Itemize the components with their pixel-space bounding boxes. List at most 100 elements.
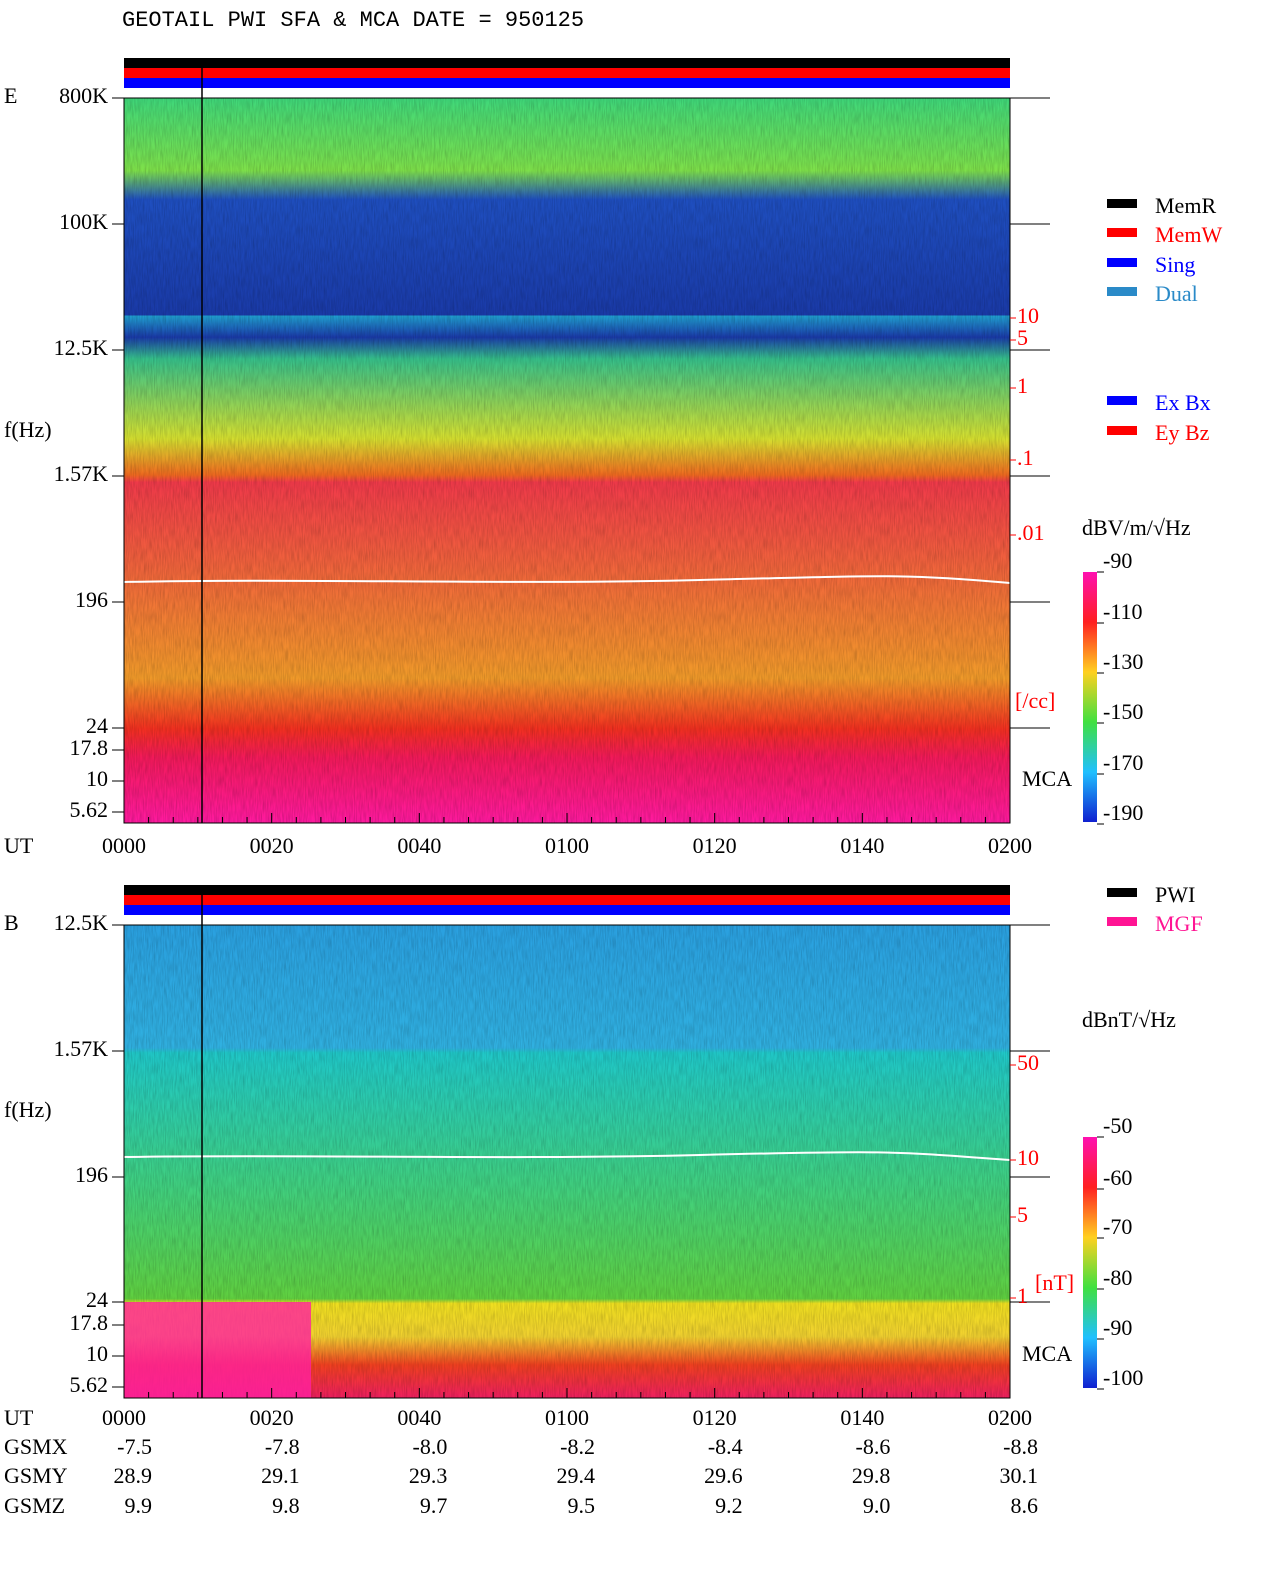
colorbar-tick-label: -130: [1103, 649, 1143, 674]
density-tick-label: .1: [1017, 445, 1034, 470]
orbit-value: -7.8: [265, 1434, 300, 1459]
legend-swatch: [1107, 396, 1137, 405]
colorbar: [1083, 1137, 1097, 1388]
orbit-value: 8.6: [1011, 1493, 1039, 1518]
orbit-value: 29.4: [557, 1463, 596, 1488]
colorbar-tick-label: -60: [1103, 1165, 1132, 1190]
colorbar-tick-label: -150: [1103, 699, 1143, 724]
y-tick-label: 24: [86, 713, 108, 738]
mca-label: MCA: [1022, 1341, 1072, 1366]
colorbar-unit: dBV/m/√Hz: [1082, 515, 1191, 540]
x-tick-label: 0200: [988, 833, 1032, 858]
orbit-value: 9.8: [272, 1493, 300, 1518]
legend-label: MGF: [1155, 911, 1203, 936]
x-tick-label: 0100: [545, 1405, 589, 1430]
colorbar-tick-label: -190: [1103, 800, 1143, 825]
x-tick-label: 0020: [250, 1405, 294, 1430]
y-axis-label: f(Hz): [4, 1097, 52, 1122]
orbit-label: GSMX: [4, 1434, 68, 1459]
orbit-value: 29.6: [704, 1463, 743, 1488]
legend-swatch: [1107, 917, 1137, 926]
mca-band: [124, 1302, 311, 1398]
page-title: GEOTAIL PWI SFA & MCA DATE = 950125: [122, 8, 584, 33]
colorbar-tick-label: -80: [1103, 1265, 1132, 1290]
x-axis-label: UT: [4, 1405, 34, 1430]
orbit-value: 9.9: [125, 1493, 153, 1518]
orbit-value: -7.5: [117, 1434, 152, 1459]
colorbar-tick-label: -50: [1103, 1113, 1132, 1138]
colorbar-tick-label: -100: [1103, 1365, 1143, 1390]
status-bar: [124, 78, 1010, 88]
colorbar-tick-label: -90: [1103, 1315, 1132, 1340]
density-tick-label: 10: [1017, 303, 1039, 328]
status-bar: [124, 905, 1010, 915]
y-tick-label: 17.8: [70, 735, 109, 760]
density-tick-label: 10: [1017, 1145, 1039, 1170]
legend-label: Dual: [1155, 281, 1198, 306]
orbit-value: -8.0: [413, 1434, 448, 1459]
colorbar-tick-label: -110: [1103, 599, 1143, 624]
y-tick-label: 10: [86, 1341, 108, 1366]
x-tick-label: 0140: [840, 1405, 884, 1430]
mca-label: MCA: [1022, 766, 1072, 791]
orbit-value: 9.0: [863, 1493, 891, 1518]
legend-label: Ex Bx: [1155, 390, 1211, 415]
status-bar: [124, 58, 1010, 68]
y-tick-label: 5.62: [70, 1372, 109, 1397]
y-tick-label: 17.8: [70, 1310, 109, 1335]
orbit-value: 30.1: [1000, 1463, 1039, 1488]
orbit-value: 9.7: [420, 1493, 448, 1518]
y-tick-label: 1.57K: [54, 1036, 109, 1061]
x-tick-label: 0000: [102, 1405, 146, 1430]
status-bar: [124, 885, 1010, 895]
orbit-value: -8.8: [1003, 1434, 1038, 1459]
y-tick-label: 12.5K: [54, 910, 109, 935]
density-tick-label: .01: [1017, 520, 1045, 545]
x-tick-label: 0100: [545, 833, 589, 858]
orbit-label: GSMY: [4, 1463, 68, 1488]
legend-swatch: [1107, 426, 1137, 435]
y-tick-label: 800K: [59, 83, 108, 108]
colorbar: [1083, 572, 1097, 822]
orbit-value: 28.9: [114, 1463, 153, 1488]
legend-label: MemR: [1155, 193, 1216, 218]
y-tick-label: 12.5K: [54, 335, 109, 360]
legend-swatch: [1107, 287, 1137, 296]
density-unit: [nT]: [1035, 1270, 1074, 1295]
orbit-value: 29.1: [261, 1463, 300, 1488]
density-tick-label: 5: [1017, 325, 1028, 350]
y-axis-label: f(Hz): [4, 417, 52, 442]
density-tick-label: 5: [1017, 1202, 1028, 1227]
x-tick-label: 0040: [397, 833, 441, 858]
colorbar-tick-label: -70: [1103, 1214, 1132, 1239]
orbit-value: 9.5: [568, 1493, 596, 1518]
x-tick-label: 0000: [102, 833, 146, 858]
orbit-value: 29.8: [852, 1463, 891, 1488]
y-tick-label: 196: [75, 587, 108, 612]
panel-label: E: [4, 83, 17, 108]
density-tick-label: 1: [1017, 373, 1028, 398]
x-tick-label: 0120: [693, 1405, 737, 1430]
orbit-value: -8.6: [856, 1434, 891, 1459]
density-tick-label: 1: [1017, 1283, 1028, 1308]
plasma-line: [123, 1151, 1011, 1161]
y-tick-label: 24: [86, 1287, 108, 1312]
colorbar-unit: dBnT/√Hz: [1082, 1007, 1176, 1032]
y-tick-label: 1.57K: [54, 461, 109, 486]
colorbar-tick-label: -170: [1103, 750, 1143, 775]
orbit-value: -8.2: [560, 1434, 595, 1459]
y-tick-label: 196: [75, 1162, 108, 1187]
x-tick-label: 0040: [397, 1405, 441, 1430]
x-tick-label: 0200: [988, 1405, 1032, 1430]
orbit-value: 29.3: [409, 1463, 448, 1488]
density-tick-label: 50: [1017, 1050, 1039, 1075]
legend-label: MemW: [1155, 222, 1222, 247]
plasma-line: [123, 575, 1011, 584]
spectrogram-texture: [124, 98, 1010, 823]
legend-label: Ey Bz: [1155, 420, 1210, 445]
y-tick-label: 10: [86, 766, 108, 791]
orbit-value: 9.2: [715, 1493, 743, 1518]
orbit-label: GSMZ: [4, 1493, 65, 1518]
status-bar: [124, 68, 1010, 78]
